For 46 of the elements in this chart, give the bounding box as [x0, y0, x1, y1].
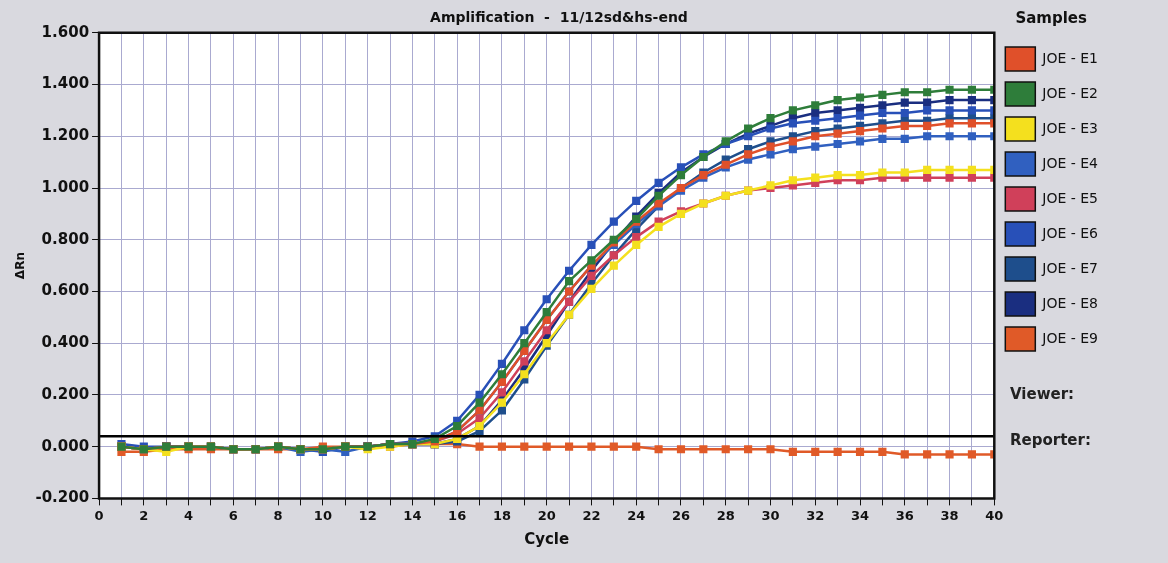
y-tick-label: -0.200	[35, 488, 90, 507]
x-tick-label: 16	[448, 507, 467, 523]
legend-label: JOE - E2	[1041, 84, 1098, 101]
legend-label: JOE - E9	[1041, 329, 1098, 346]
x-tick-label: 18	[492, 507, 511, 523]
x-tick-label: 38	[940, 507, 959, 523]
x-tick-label: 26	[671, 507, 691, 523]
y-tick-label: 1.200	[41, 126, 90, 145]
y-tick-label: 0.400	[41, 333, 90, 352]
x-tick-label: 14	[403, 507, 422, 523]
x-tick-label: 2	[139, 507, 149, 523]
x-tick-label: 20	[537, 507, 556, 523]
y-tick-label: 1.000	[41, 177, 90, 196]
x-tick-label: 28	[716, 507, 735, 523]
text: Viewer:	[1010, 385, 1076, 403]
x-tick-label: 10	[313, 507, 332, 523]
y-tick-label: 1.600	[41, 22, 90, 41]
x-tick-label: 30	[761, 507, 780, 523]
x-tick-label: 4	[184, 507, 194, 523]
chart-title: Amplification - 11/12sd&hs-end	[430, 9, 688, 26]
x-tick-label: 0	[94, 507, 104, 523]
x-tick-label: 12	[358, 507, 377, 523]
x-tick-label: 6	[228, 507, 238, 523]
legend-label: JOE - E4	[1041, 154, 1099, 171]
legend-label: JOE - E6	[1041, 224, 1099, 241]
x-tick-label: 40	[985, 507, 1004, 523]
y-tick-label: 1.400	[41, 74, 90, 93]
legend-label: JOE - E5	[1041, 189, 1098, 206]
legend-label: JOE - E3	[1041, 119, 1098, 136]
x-tick-label: 36	[895, 507, 914, 523]
y-axis-title: ΔRn	[13, 252, 28, 280]
legend-label: JOE - E7	[1041, 259, 1098, 276]
x-axis-title: Cycle	[524, 529, 570, 548]
x-tick-label: 32	[806, 507, 825, 523]
text: Reporter:	[1010, 431, 1091, 449]
x-tick-label: 8	[273, 507, 283, 523]
y-tick-label: 0.000	[41, 436, 90, 455]
x-tick-label: 24	[627, 507, 646, 523]
legend-label: JOE - E8	[1041, 294, 1098, 311]
y-tick-label: 0.200	[41, 384, 90, 403]
y-tick-label: 0.800	[41, 229, 90, 248]
x-tick-label: 34	[850, 507, 870, 523]
legend-label: JOE - E1	[1041, 49, 1098, 66]
legend-title: Samples	[1015, 9, 1087, 28]
y-tick-label: 0.600	[41, 281, 90, 300]
x-tick-label: 22	[582, 507, 601, 523]
